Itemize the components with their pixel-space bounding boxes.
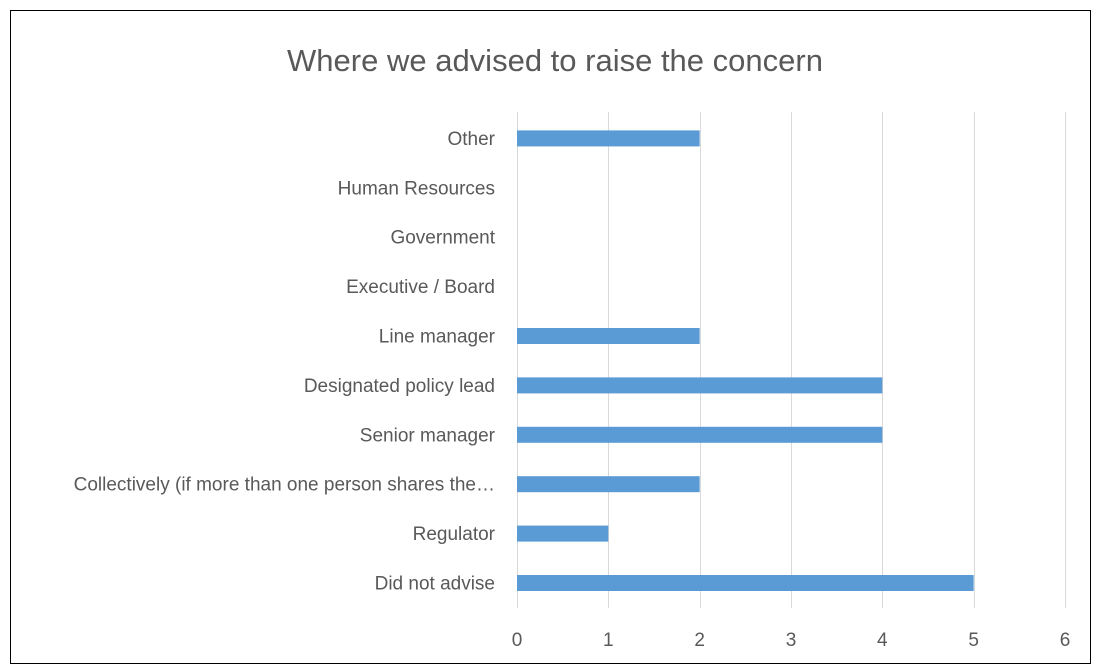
bar (517, 575, 974, 591)
category-label: Did not advise (375, 574, 495, 595)
category-label: Line manager (379, 327, 496, 348)
bar (517, 426, 883, 443)
x-tick-label: 4 (877, 630, 888, 651)
x-tick-label: 6 (1060, 630, 1071, 651)
x-tick-label: 1 (603, 630, 614, 651)
x-tick-label: 2 (694, 630, 705, 651)
category-label: Human Resources (338, 178, 495, 199)
x-tick-label: 5 (968, 630, 979, 651)
category-label: Designated policy lead (304, 376, 495, 397)
bar (517, 377, 883, 394)
category-label: Regulator (413, 524, 496, 545)
bar (517, 130, 700, 147)
x-axis-tick-labels: 0 1 2 3 4 5 6 (512, 630, 1071, 651)
category-label: Executive / Board (346, 277, 495, 298)
bar (517, 476, 700, 493)
chart-title: Where we advised to raise the concern (287, 43, 823, 78)
category-label: Other (447, 129, 495, 150)
x-tick-label: 0 (512, 630, 523, 651)
x-tick-label: 3 (786, 630, 797, 651)
category-label: Senior manager (360, 425, 496, 446)
bars (517, 130, 974, 591)
bar (517, 525, 609, 542)
bar (517, 328, 700, 344)
category-labels: Did not advise Regulator Collectively (if … (74, 129, 496, 595)
category-label: Government (390, 228, 495, 249)
gridlines (517, 112, 1066, 608)
category-label: Collectively (if more than one person sh… (74, 475, 495, 496)
